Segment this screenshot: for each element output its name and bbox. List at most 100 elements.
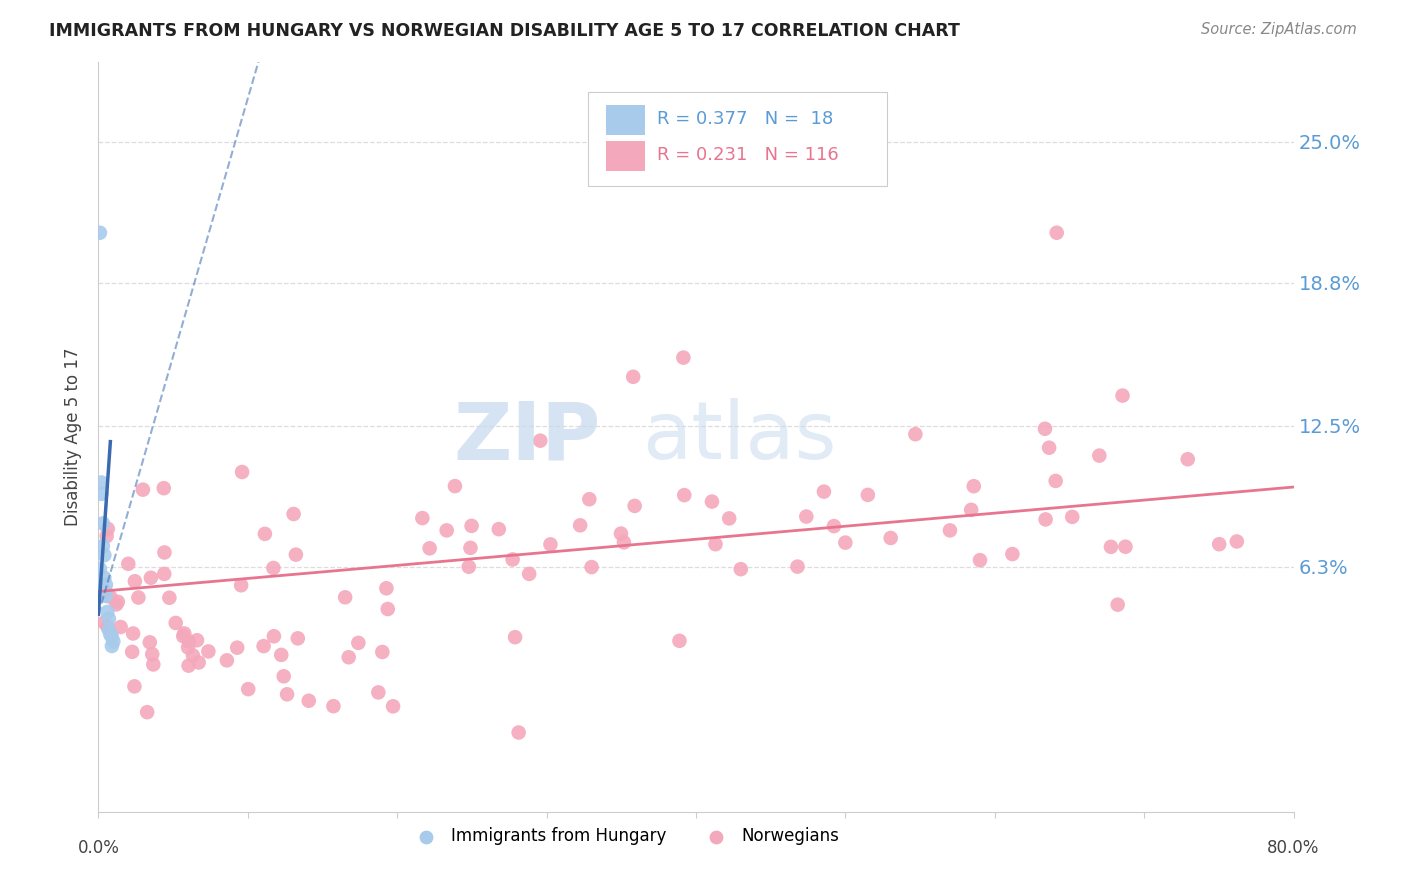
Text: IMMIGRANTS FROM HUNGARY VS NORWEGIAN DISABILITY AGE 5 TO 17 CORRELATION CHART: IMMIGRANTS FROM HUNGARY VS NORWEGIAN DIS… [49,22,960,40]
Point [127,591,149,605]
Point [1001,547,1024,561]
Point [98,590,121,604]
Point [177,640,200,655]
Point [284,548,307,562]
Point [107,595,129,609]
Point [89,226,111,240]
Point [263,629,285,643]
Point [90,577,112,591]
Point [187,656,209,670]
Point [382,699,405,714]
Point [136,705,159,719]
Point [1107,598,1129,612]
Point [97,612,120,626]
Point [270,648,292,662]
Point [165,615,187,630]
Point [96,529,118,543]
Point [581,560,603,574]
Legend: Immigrants from Hungary, Norwegians: Immigrants from Hungary, Norwegians [402,821,846,852]
Point [375,581,398,595]
Point [97,522,120,536]
Text: ZIP: ZIP [453,398,600,476]
Point [969,553,991,567]
Point [411,511,433,525]
Point [121,645,143,659]
Point [94,589,117,603]
Point [1177,452,1199,467]
FancyBboxPatch shape [589,93,887,186]
Point [1208,537,1230,551]
Point [94,584,117,599]
Point [704,537,727,551]
Point [569,518,592,533]
Point [93,615,115,630]
Point [226,640,249,655]
Point [117,557,139,571]
Point [276,687,298,701]
Point [457,559,479,574]
Point [298,694,321,708]
Point [177,658,200,673]
Point [963,479,986,493]
Text: R = 0.377   N =  18: R = 0.377 N = 18 [657,110,832,128]
Point [419,541,441,556]
Point [347,636,370,650]
Point [960,503,983,517]
Text: 80.0%: 80.0% [1267,839,1320,857]
Point [283,507,305,521]
Bar [606,141,644,171]
Text: atlas: atlas [643,398,837,476]
Point [91,516,114,531]
Point [377,602,399,616]
Point [105,598,128,612]
Point [823,519,845,533]
Point [262,561,284,575]
Point [1035,512,1057,526]
Point [700,494,723,508]
Point [1038,441,1060,455]
Point [540,537,562,551]
Point [132,483,155,497]
Point [90,475,112,490]
Point [613,535,636,549]
Point [813,484,835,499]
Point [157,591,180,605]
Point [502,552,524,566]
Point [139,635,162,649]
Point [794,509,817,524]
Point [181,648,204,663]
Point [124,574,146,589]
Point [786,559,808,574]
Point [610,526,633,541]
Point [1045,474,1067,488]
Point [856,488,879,502]
Point [460,541,482,555]
Point [673,488,696,502]
Point [1111,388,1133,402]
Point [436,524,458,538]
Point [287,632,309,646]
Point [89,562,111,576]
Point [139,571,162,585]
Point [186,633,208,648]
Point [1226,534,1249,549]
Y-axis label: Disability Age 5 to 17: Disability Age 5 to 17 [65,348,83,526]
Point [503,630,526,644]
Point [122,626,145,640]
Point [333,591,356,605]
Point [529,434,551,448]
Point [231,578,253,592]
Point [718,511,741,525]
Point [337,650,360,665]
Point [444,479,467,493]
Point [110,620,132,634]
Point [672,351,695,365]
Bar [606,105,644,135]
Point [94,577,117,591]
Point [730,562,752,576]
Point [96,605,118,619]
Point [460,519,482,533]
Point [578,492,600,507]
Point [1099,540,1122,554]
Point [517,566,540,581]
